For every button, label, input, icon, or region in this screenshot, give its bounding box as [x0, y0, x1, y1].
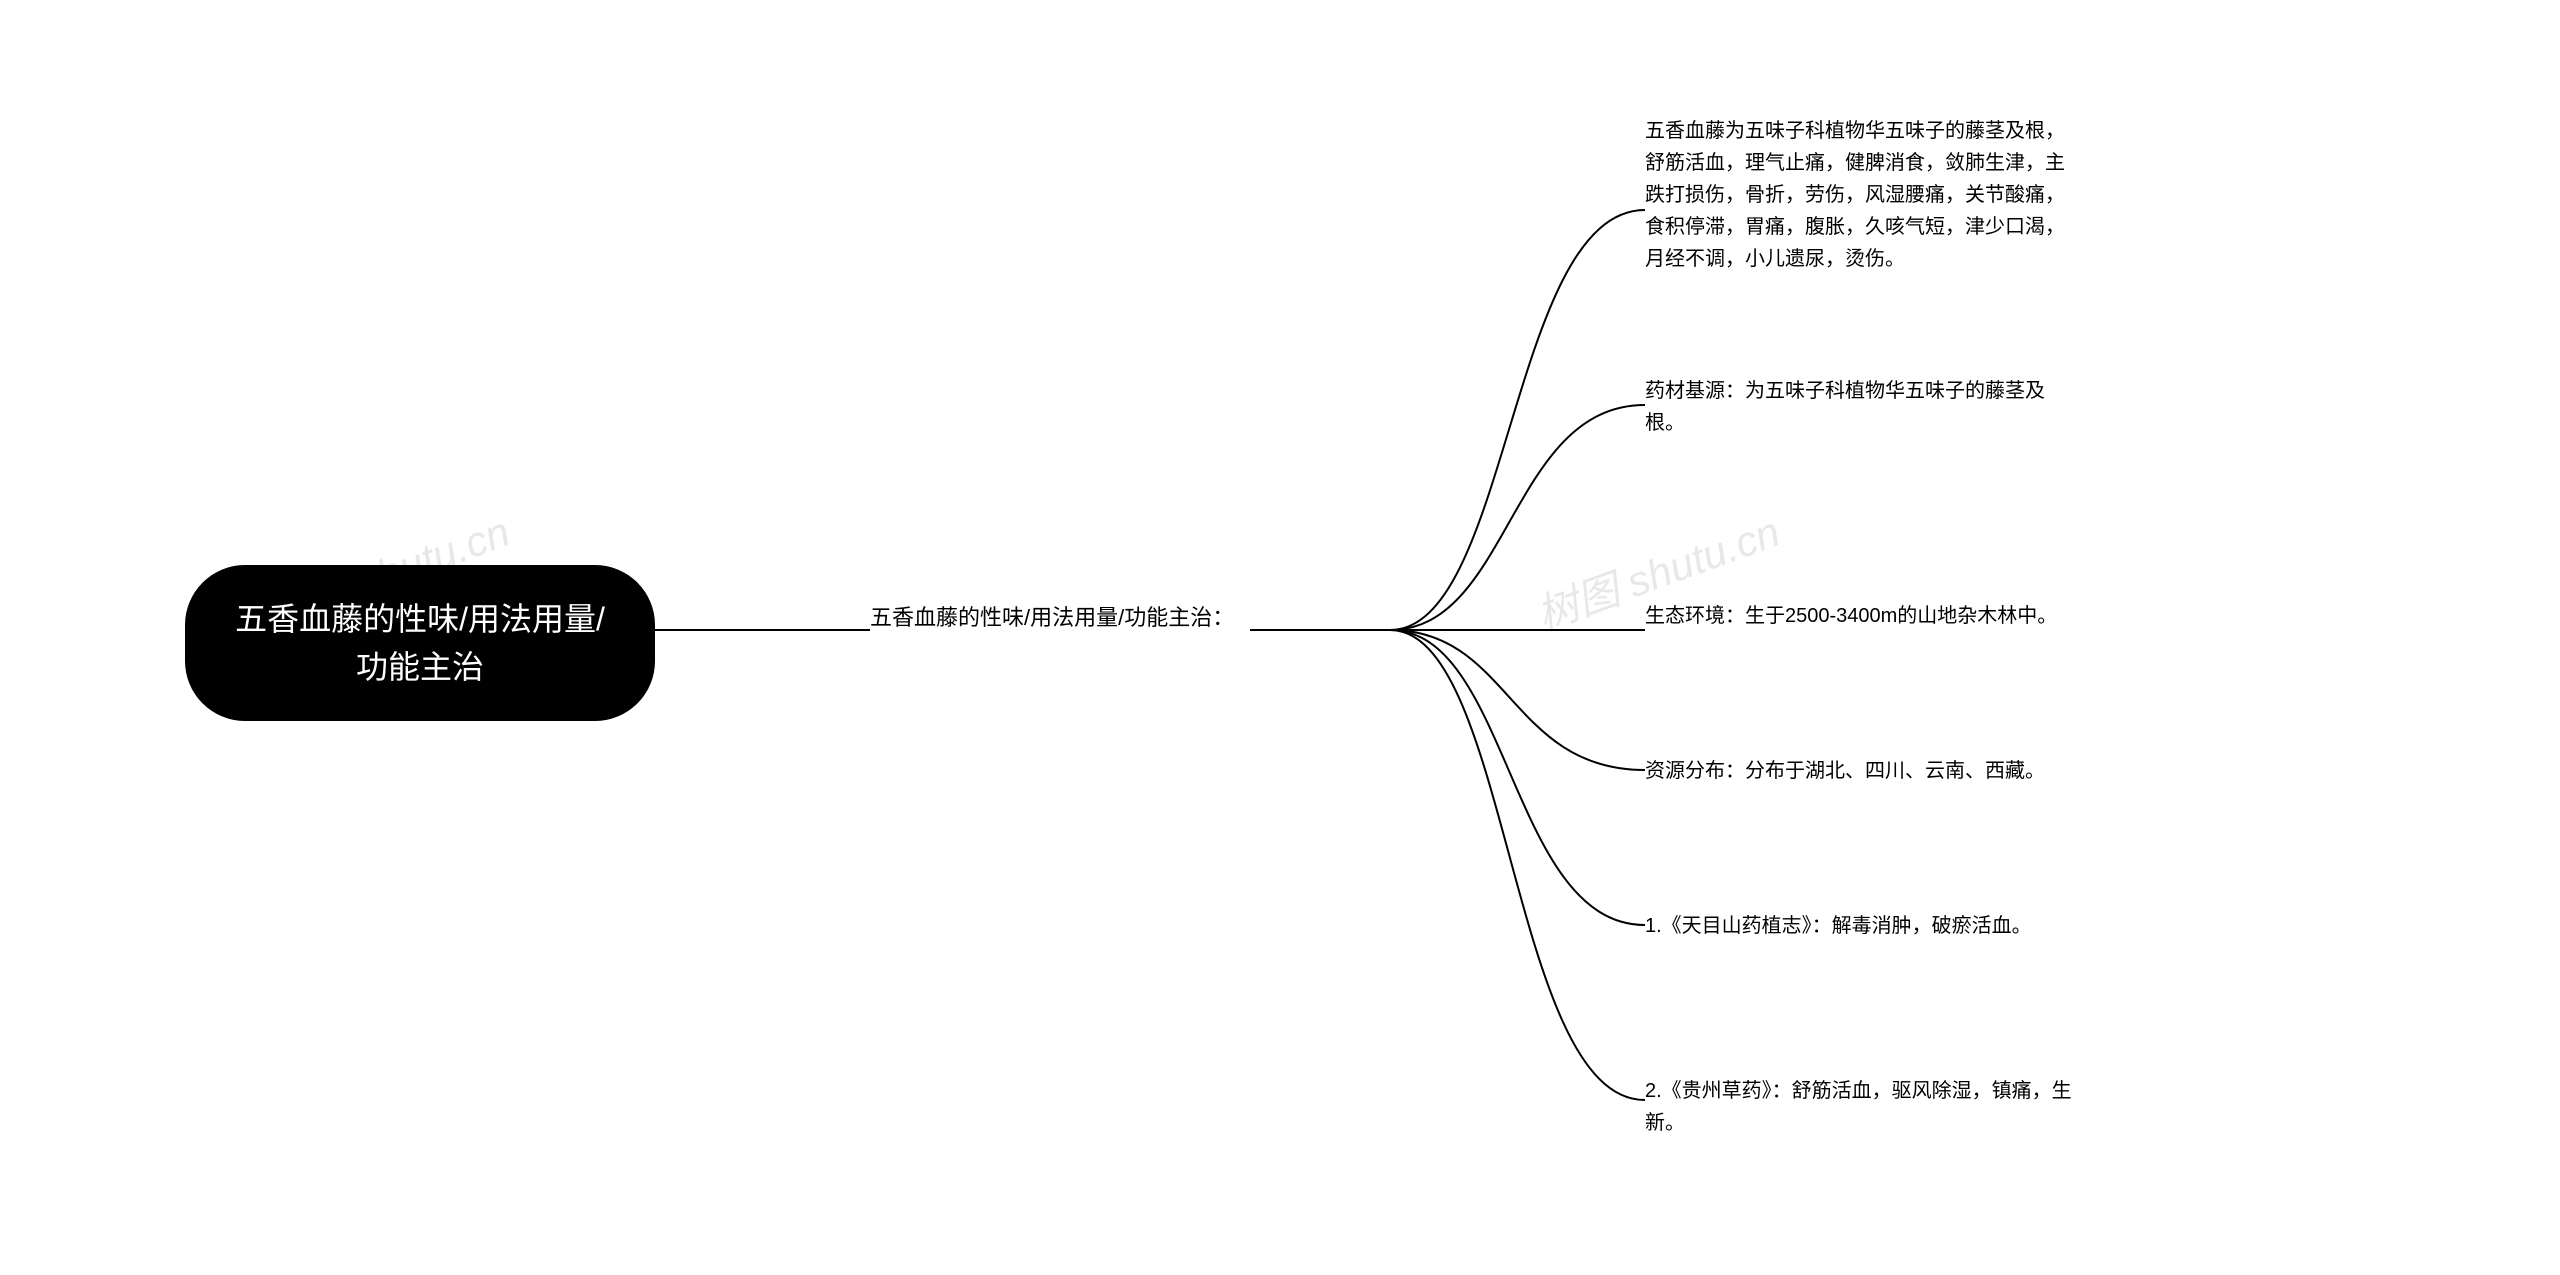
leaf-node-5: 2.《贵州草药》：舒筋活血，驱风除湿，镇痛，生新。: [1645, 1075, 2075, 1139]
leaf-node-2: 生态环境：生于2500-3400m的山地杂木林中。: [1645, 600, 2075, 632]
leaf-node-4: 1.《天目山药植志》：解毒消肿，破瘀活血。: [1645, 910, 2075, 942]
connector-brace: [1250, 100, 1645, 1160]
leaf-node-1: 药材基源：为五味子科植物华五味子的藤茎及根。: [1645, 375, 2075, 439]
leaf-node-0: 五香血藤为五味子科植物华五味子的藤茎及根，舒筋活血，理气止痛，健脾消食，敛肺生津…: [1645, 115, 2075, 275]
root-node: 五香血藤的性味/用法用量/功能主治: [185, 565, 655, 721]
connector-root-level1: [655, 620, 870, 640]
level1-node: 五香血藤的性味/用法用量/功能主治：: [870, 600, 1250, 635]
leaf-node-3: 资源分布：分布于湖北、四川、云南、西藏。: [1645, 755, 2075, 787]
